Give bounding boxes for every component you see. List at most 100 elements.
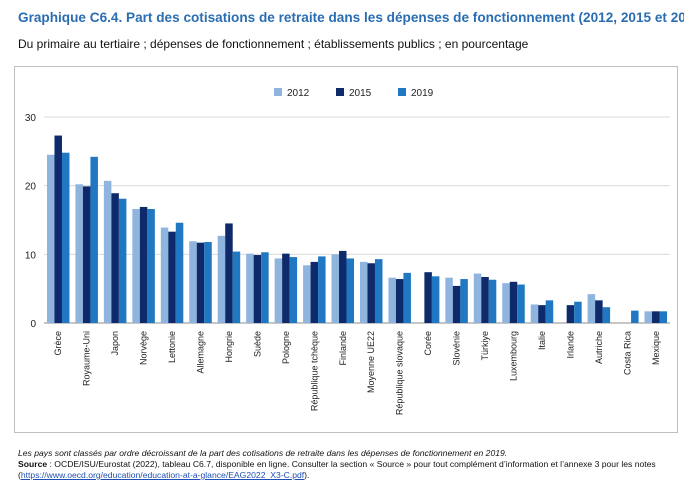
bar-2015 (367, 263, 375, 323)
bar-2015 (538, 305, 546, 323)
x-tick-label: Autriche (594, 331, 604, 364)
bar-2015 (139, 206, 148, 323)
legend-swatch-2019 (398, 88, 406, 96)
bar-2012 (274, 258, 283, 323)
source-link[interactable]: https://www.oecd.org/education/education… (20, 470, 305, 480)
x-tick-label: Pologne (281, 331, 291, 364)
bar-2019 (318, 256, 326, 323)
bar-2015 (168, 231, 176, 323)
bar-2012 (103, 180, 112, 323)
bar-2015 (395, 279, 404, 323)
legend-swatch-2015 (336, 88, 344, 96)
x-tick-label: Irlande (565, 331, 575, 359)
bar-2019 (403, 272, 411, 323)
bar-2019 (261, 252, 269, 323)
bar-2012 (359, 261, 368, 323)
bar-2015 (253, 255, 262, 323)
x-tick-label: Lettonie (167, 331, 177, 363)
bar-2019 (631, 310, 639, 323)
x-tick-label: République tchèque (309, 331, 319, 411)
bar-2012 (388, 277, 396, 323)
bar-2019 (61, 152, 70, 323)
x-tick-label: République slovaque (395, 331, 405, 415)
bar-2015 (566, 305, 575, 323)
y-tick-label: 20 (25, 182, 37, 193)
bar-2015 (282, 253, 290, 323)
bar-2012 (303, 265, 311, 323)
bar-2015 (509, 281, 518, 323)
bar-2019 (517, 284, 525, 323)
bar-2019 (90, 156, 98, 323)
chart-title: Graphique C6.4. Part des cotisations de … (18, 10, 684, 25)
bar-2019 (346, 258, 355, 323)
bar-2019 (374, 259, 383, 323)
bar-2019 (204, 241, 212, 323)
bar-2015 (452, 285, 461, 323)
bar-2012 (46, 154, 55, 323)
link-open: ( (18, 470, 21, 480)
bar-2012 (530, 304, 539, 323)
bar-2015 (339, 250, 347, 323)
x-tick-label: Finlande (338, 331, 348, 366)
legend-label-2015: 2015 (349, 88, 372, 99)
bar-2019 (289, 257, 298, 323)
x-tick-label: Slovénie (452, 331, 462, 366)
bar-2015 (481, 276, 489, 323)
bar-2015 (652, 311, 660, 323)
bar-2015 (225, 223, 233, 323)
x-tick-label: Costa Rica (622, 331, 632, 375)
link-close: ). (304, 470, 310, 480)
bar-2019 (118, 198, 127, 323)
x-tick-label: Japon (110, 331, 120, 356)
y-tick-label: 10 (25, 250, 37, 261)
x-tick-label: Türkiye (480, 331, 490, 361)
x-tick-label: Allemagne (196, 331, 206, 374)
bar-2012 (644, 311, 653, 323)
x-tick-label: Luxembourg (509, 331, 519, 381)
bar-2019 (545, 300, 554, 323)
x-tick-label: Italie (537, 331, 547, 350)
x-tick-label: Norvège (139, 331, 149, 365)
legend-label-2019: 2019 (411, 88, 434, 99)
bar-2012 (445, 277, 453, 323)
sorting-note: Les pays sont classés par ordre décroiss… (18, 448, 508, 458)
bar-2012 (246, 253, 254, 323)
bar-2012 (502, 283, 510, 323)
bar-2012 (473, 273, 482, 323)
bar-2019 (602, 307, 611, 323)
x-tick-label: Corée (423, 331, 433, 356)
bar-2015 (424, 272, 432, 323)
x-tick-label: Moyenne UE22 (366, 331, 376, 393)
bar-2019 (659, 311, 668, 323)
bar-2012 (189, 241, 197, 323)
x-tick-label: Mexique (651, 331, 661, 365)
bar-2019 (147, 209, 155, 323)
source-label: Source (18, 459, 48, 469)
bar-2015 (54, 135, 62, 323)
bar-2012 (217, 235, 226, 323)
bar-2019 (574, 301, 582, 323)
bar-2015 (310, 261, 319, 323)
chart-frame (14, 66, 678, 433)
bar-2019 (460, 279, 468, 323)
bar-2019 (175, 222, 184, 323)
bar-2012 (587, 294, 596, 323)
bar-2019 (431, 276, 440, 323)
bar-2015 (595, 300, 603, 323)
source-text: : OCDE/ISU/Eurostat (2022), tableau C6.7… (47, 459, 656, 469)
bar-2019 (488, 279, 497, 323)
bar-2012 (75, 184, 83, 323)
notes: Les pays sont classés par ordre décroiss… (18, 448, 682, 481)
bar-2015 (196, 242, 205, 323)
chart-subtitle: Du primaire au tertiaire ; dépenses de f… (18, 37, 529, 51)
legend-swatch-2012 (274, 88, 282, 96)
bar-2015 (82, 186, 91, 323)
bar-2012 (132, 209, 140, 323)
x-tick-label: Hongrie (224, 331, 234, 363)
y-tick-label: 0 (30, 319, 36, 330)
x-tick-label: Grèce (53, 331, 63, 356)
x-tick-label: Royaume-Uni (82, 331, 92, 386)
x-tick-label: Suède (252, 331, 262, 357)
bar-2012 (160, 227, 169, 323)
